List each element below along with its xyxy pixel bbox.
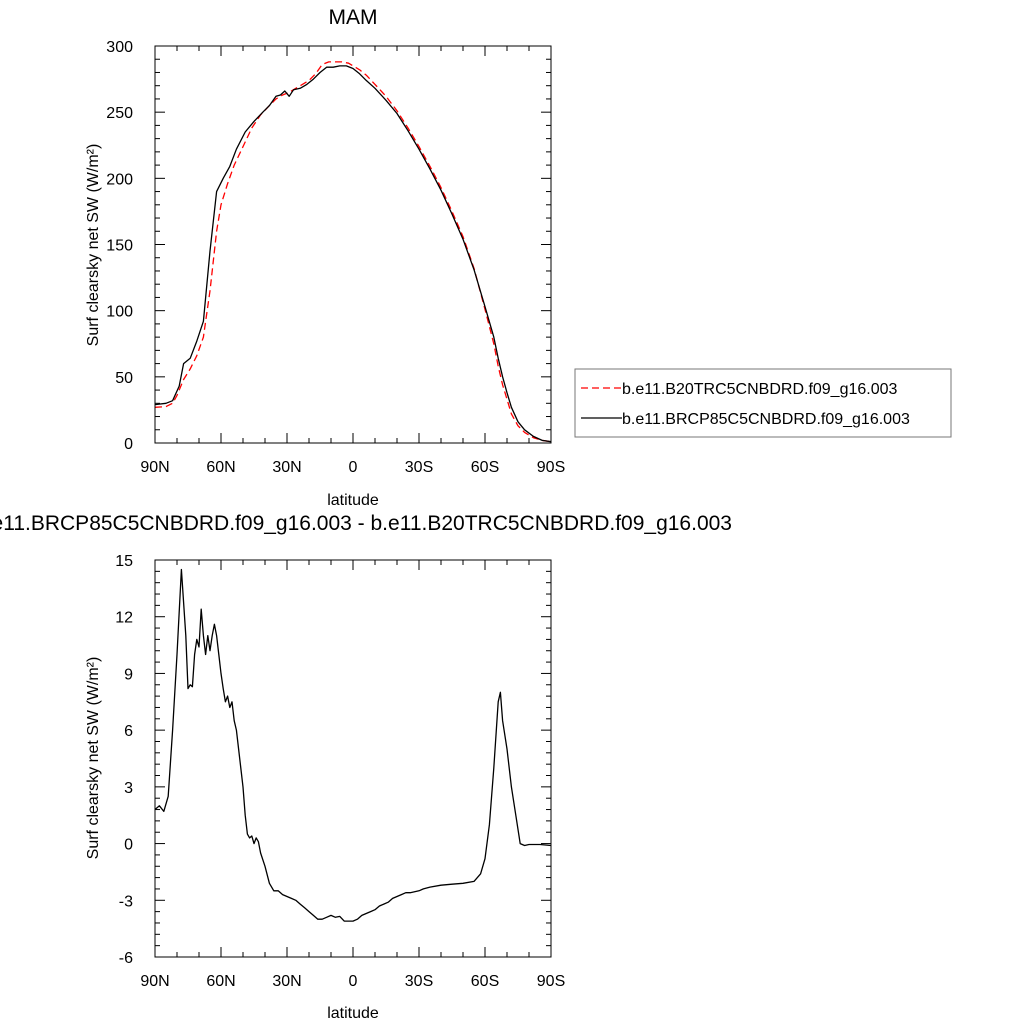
bottom-y-tick-label: 15 [115,553,133,570]
bottom-x-tick-label: 30N [272,973,301,990]
bottom-chart-title: b.e11.BRCP85C5CNBDRD.f09_g16.003 - b.e11… [0,512,732,535]
bottom-chart-xlabel: latitude [327,1005,379,1022]
top-x-tick-label: 60S [471,459,499,476]
bottom-series-line-0 [154,568,552,922]
bottom-chart-ylabel: Surf clearsky net SW (W/m²) [85,657,102,860]
bottom-x-tick-label: 90N [140,973,169,990]
top-x-tick-label: 90N [140,459,169,476]
top-y-tick-label: 200 [106,171,133,188]
bottom-x-tick-label: 90S [537,973,565,990]
top-x-tick-label: 30N [272,459,301,476]
bottom-x-tick-label: 30S [405,973,433,990]
top-y-tick-label: 100 [106,304,133,321]
legend-label-rcp85: b.e11.BRCP85C5CNBDRD.f09_g16.003 [622,411,910,428]
bottom-chart-axes: 90N 60N 30N 0 30S 60S 90S -6 -3 0 3 6 9 12 15 [115,553,565,990]
bottom-y-tick-label: 12 [115,610,133,627]
top-series-line-1 [154,65,552,443]
top-chart-series [154,61,552,443]
bottom-y-tick-label: -3 [119,893,133,910]
bottom-x-tick-label: 0 [349,973,358,990]
top-chart-ylabel: Surf clearsky net SW (W/m²) [85,144,102,347]
bottom-y-tick-label: -6 [119,950,133,967]
top-series-line-0 [154,61,552,443]
top-x-tick-label: 90S [537,459,565,476]
top-y-tick-label: 250 [106,105,133,122]
top-y-tick-label: 50 [115,370,133,387]
bottom-y-tick-label: 3 [124,780,133,797]
top-chart-frame [154,45,552,444]
legend: b.e11.B20TRC5CNBDRD.f09_g16.003 b.e11.BR… [574,368,952,438]
top-chart-xlabel: latitude [327,492,379,509]
top-y-tick-label: 0 [124,436,133,453]
legend-label-historical: b.e11.B20TRC5CNBDRD.f09_g16.003 [622,381,898,398]
top-chart-title: MAM [329,6,378,29]
top-x-tick-label: 60N [206,459,235,476]
legend-box [574,368,952,438]
top-x-tick-label: 0 [349,459,358,476]
top-x-tick-label: 30S [405,459,433,476]
top-y-tick-label: 300 [106,39,133,56]
bottom-chart-panel: b.e11.BRCP85C5CNBDRD.f09_g16.003 - b.e11… [0,512,732,1022]
bottom-x-tick-label: 60N [206,973,235,990]
bottom-y-tick-label: 9 [124,666,133,683]
top-y-tick-label: 150 [106,238,133,255]
bottom-y-tick-label: 0 [124,837,133,854]
top-chart-axes: 90N 60N 30N 0 30S 60S 90S 0 50 100 150 200 250 300 [106,39,565,476]
bottom-x-tick-label: 60S [471,973,499,990]
bottom-chart-frame [154,559,552,958]
bottom-y-tick-label: 6 [124,723,133,740]
bottom-chart-series [154,568,552,922]
top-chart-panel: MAM Surf clearsky net SW (W/m²) latitude… [85,6,565,509]
